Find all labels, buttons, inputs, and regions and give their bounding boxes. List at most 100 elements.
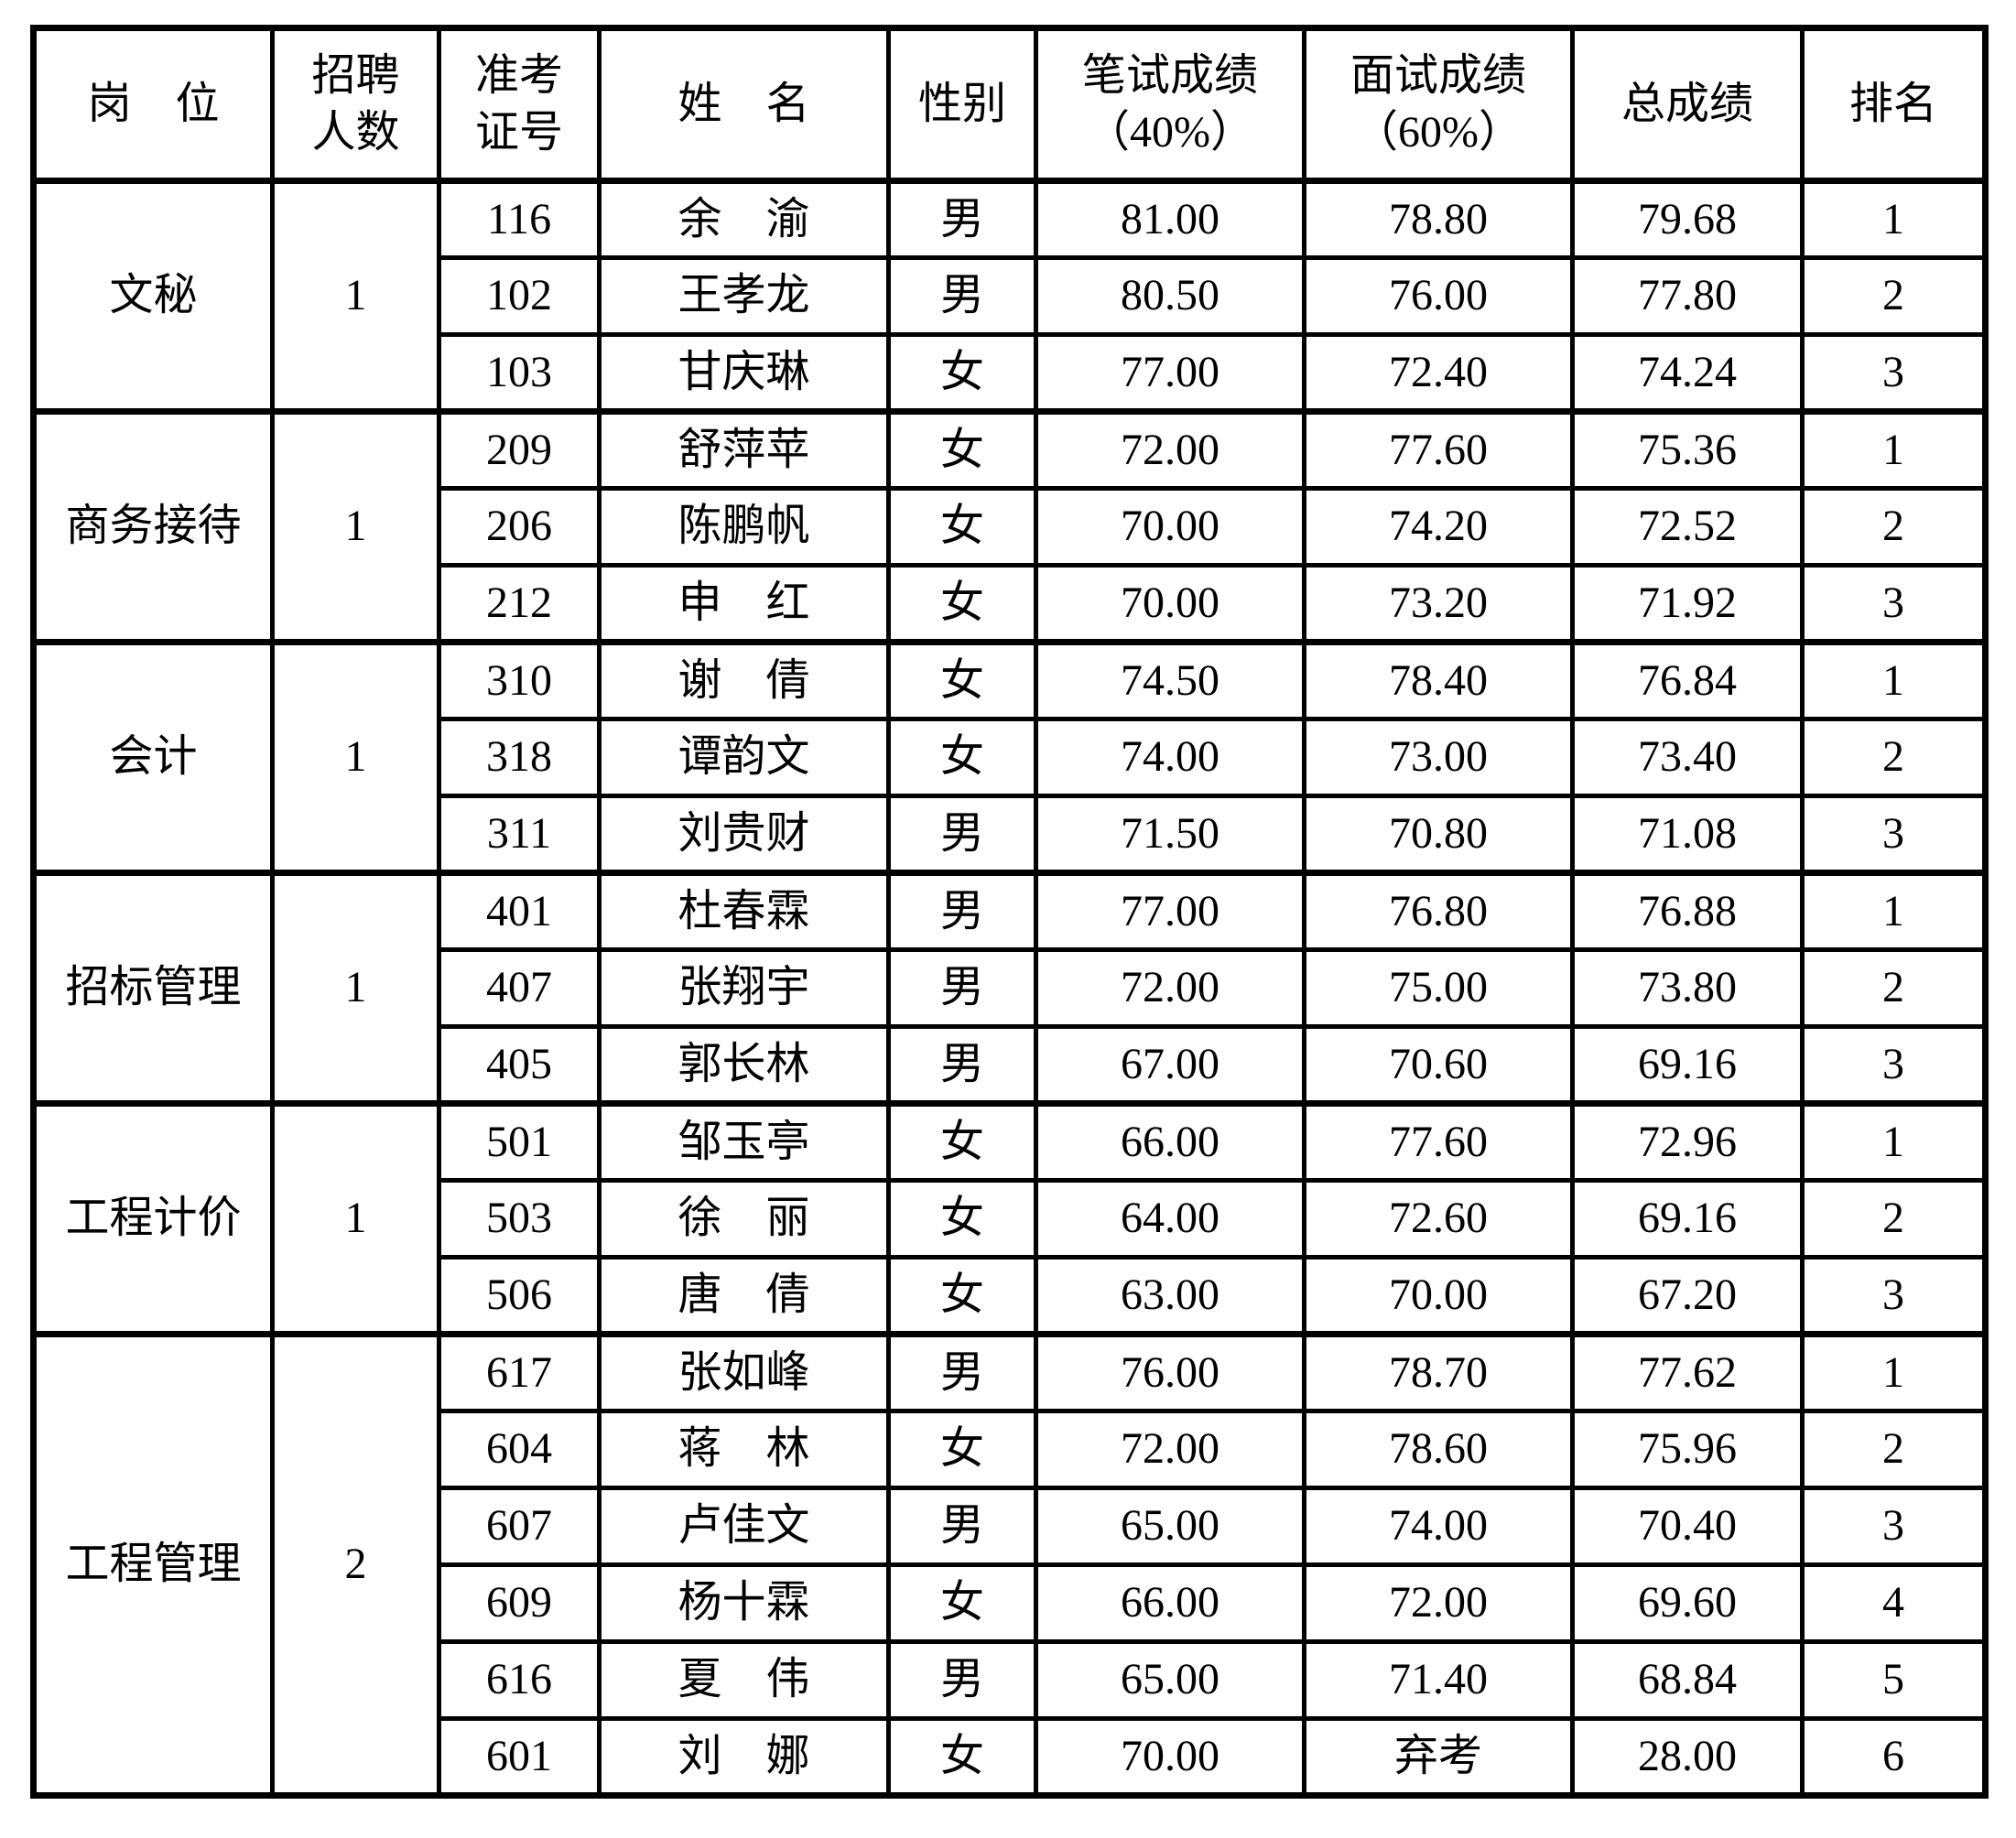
rank-cell: 1 [1800,1331,1988,1413]
written-score-cell: 74.50 [1034,639,1306,721]
rank-cell: 3 [1800,1024,1988,1106]
table-row: 601 刘 娜 女 70.00 弃考 28.00 6 [34,1716,1988,1798]
total-score-cell: 76.88 [1570,870,1805,952]
interview-score-cell: 72.40 [1302,332,1575,414]
rank-cell: 6 [1800,1716,1988,1798]
gender-cell: 女 [886,486,1038,568]
interview-score-cell: 70.60 [1302,1024,1575,1106]
interview-score-cell: 78.40 [1302,639,1575,721]
name-cell: 申 红 [597,563,891,644]
total-score-cell: 69.16 [1570,1024,1805,1106]
table-row: 招标管理 1 401 杜春霖 男 77.00 76.80 76.88 1 [31,870,1988,1106]
exam-id-cell: 310 [437,639,602,721]
exam-id-cell: 405 [437,1024,602,1106]
exam-id-cell: 311 [437,794,602,875]
rank-cell: 3 [1800,794,1988,875]
exam-id-cell: 609 [437,1562,602,1644]
exam-id-cell: 209 [437,408,602,491]
gender-cell: 男 [886,1331,1038,1413]
name-cell: 王孝龙 [597,255,891,337]
column-header-name: 姓 名 [597,26,891,184]
column-header-gender: 性别 [886,26,1038,184]
table-row: 212 申 红 女 70.00 73.20 71.92 3 [34,563,1988,644]
table-row: 318 谭韵文 女 74.00 73.00 73.40 2 [34,717,1988,798]
column-header-total-score: 总成绩 [1570,26,1805,184]
header-row: 岗 位 招聘 人数 准考 证号 姓 名 性别 笔试成绩 （40%） 面试成绩 （… [31,26,1988,184]
gender-cell: 男 [886,1486,1038,1567]
exam-id-cell: 206 [437,486,602,568]
gender-cell: 女 [886,1716,1038,1798]
table-row: 工程计价 1 501 邹玉亭 女 66.00 77.60 72.96 1 [31,1100,1988,1336]
exam-id-cell: 212 [437,563,602,644]
table-row: 102 王孝龙 男 80.50 76.00 77.80 2 [34,255,1988,337]
exam-id-cell: 501 [437,1100,602,1183]
table-row: 506 唐 倩 女 63.00 70.00 67.20 3 [34,1255,1988,1336]
rank-cell: 1 [1800,639,1988,721]
written-score-cell: 81.00 [1034,178,1306,260]
name-cell: 徐 丽 [597,1178,891,1260]
written-score-cell: 80.50 [1034,255,1306,337]
written-score-cell: 70.00 [1034,486,1306,568]
exam-id-cell: 616 [437,1639,602,1721]
gender-cell: 女 [886,639,1038,721]
rank-cell: 1 [1800,408,1988,491]
name-cell: 杨十霖 [597,1562,891,1644]
headcount-cell: 1 [270,178,441,414]
interview-score-cell: 72.60 [1302,1178,1575,1260]
position-cell: 工程管理 [31,1331,275,1798]
interview-score-cell: 78.80 [1302,178,1575,260]
interview-score-cell: 74.20 [1302,486,1575,568]
interview-score-cell: 弃考 [1302,1716,1575,1798]
exam-id-cell: 401 [437,870,602,952]
column-header-exam-id: 准考 证号 [437,26,602,184]
name-cell: 杜春霖 [597,870,891,952]
written-score-cell: 74.00 [1034,717,1306,798]
interview-score-cell: 77.60 [1302,408,1575,491]
headcount-cell: 1 [270,408,441,644]
column-header-written-score: 笔试成绩 （40%） [1034,26,1306,184]
interview-score-cell: 70.00 [1302,1255,1575,1336]
total-score-cell: 67.20 [1570,1255,1805,1336]
total-score-cell: 69.16 [1570,1178,1805,1260]
gender-cell: 女 [886,332,1038,414]
gender-cell: 女 [886,1178,1038,1260]
gender-cell: 男 [886,870,1038,952]
written-score-cell: 70.00 [1034,1716,1306,1798]
written-score-cell: 77.00 [1034,870,1306,952]
rank-cell: 2 [1800,1409,1988,1490]
written-score-cell: 64.00 [1034,1178,1306,1260]
interview-score-cell: 78.60 [1302,1409,1575,1490]
total-score-cell: 70.40 [1570,1486,1805,1567]
written-score-cell: 63.00 [1034,1255,1306,1336]
written-score-cell: 77.00 [1034,332,1306,414]
interview-score-cell: 78.70 [1302,1331,1575,1413]
written-score-cell: 67.00 [1034,1024,1306,1106]
gender-cell: 女 [886,717,1038,798]
interview-score-cell: 70.80 [1302,794,1575,875]
column-header-rank: 排名 [1800,26,1988,184]
interview-score-cell: 75.00 [1302,947,1575,1029]
table-row: 604 蒋 林 女 72.00 78.60 75.96 2 [34,1409,1988,1490]
table-row: 607 卢佳文 男 65.00 74.00 70.40 3 [34,1486,1988,1567]
rank-cell: 3 [1800,1486,1988,1567]
interview-score-cell: 73.00 [1302,717,1575,798]
table-row: 206 陈鹏帆 女 70.00 74.20 72.52 2 [34,486,1988,568]
table-row: 616 夏 伟 男 65.00 71.40 68.84 5 [34,1639,1988,1721]
table-row: 商务接待 1 209 舒萍苹 女 72.00 77.60 75.36 1 [31,408,1988,644]
rank-cell: 1 [1800,1100,1988,1183]
total-score-cell: 73.40 [1570,717,1805,798]
written-score-cell: 72.00 [1034,408,1306,491]
headcount-cell: 1 [270,1100,441,1336]
name-cell: 张翔宇 [597,947,891,1029]
exam-id-cell: 318 [437,717,602,798]
headcount-cell: 1 [270,639,441,875]
table-row: 405 郭长林 男 67.00 70.60 69.16 3 [34,1024,1988,1106]
gender-cell: 男 [886,178,1038,260]
table-row: 103 甘庆琳 女 77.00 72.40 74.24 3 [34,332,1988,414]
name-cell: 刘贵财 [597,794,891,875]
interview-score-cell: 71.40 [1302,1639,1575,1721]
written-score-cell: 65.00 [1034,1486,1306,1567]
table-row: 503 徐 丽 女 64.00 72.60 69.16 2 [34,1178,1988,1260]
rank-cell: 2 [1800,717,1988,798]
name-cell: 蒋 林 [597,1409,891,1490]
